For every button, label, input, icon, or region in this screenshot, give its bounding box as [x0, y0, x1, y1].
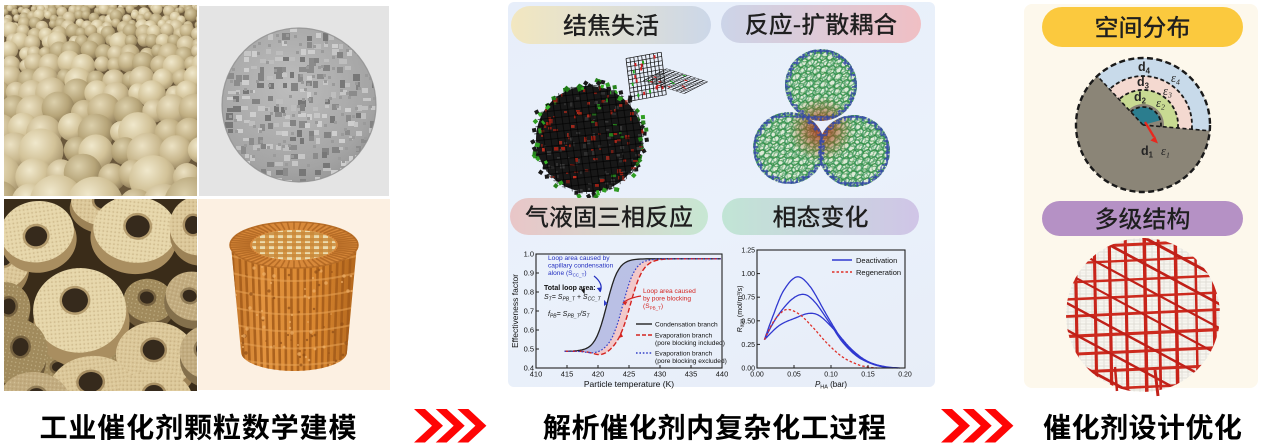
- svg-text:0.00: 0.00: [750, 372, 764, 379]
- svg-text:415: 415: [561, 370, 574, 379]
- svg-text:ST= SPB_T + SCC_T: ST= SPB_T + SCC_T: [544, 294, 602, 303]
- svg-text:Condensation branch: Condensation branch: [655, 322, 718, 329]
- svg-text:435: 435: [685, 370, 698, 379]
- svg-text:Regeneration: Regeneration: [856, 268, 901, 277]
- svg-text:0.25: 0.25: [741, 342, 755, 349]
- svg-text:ε4: ε4: [1171, 71, 1180, 87]
- svg-text:(pore blocking excluded): (pore blocking excluded): [655, 358, 727, 365]
- svg-text:1.25: 1.25: [741, 248, 755, 255]
- svg-text:fPB= SPB_T/ST: fPB= SPB_T/ST: [548, 311, 590, 320]
- svg-text:capillary condensation: capillary condensation: [548, 263, 614, 270]
- svg-text:by pore blocking: by pore blocking: [643, 296, 691, 303]
- svg-text:1.0: 1.0: [524, 250, 534, 259]
- svg-text:alone (SCC_T): alone (SCC_T): [548, 270, 587, 278]
- svg-text:ε3: ε3: [1163, 84, 1172, 100]
- svg-text:0.10: 0.10: [824, 372, 838, 379]
- svg-text:Effectiveness factor: Effectiveness factor: [510, 274, 520, 348]
- svg-text:Total loop area:: Total loop area:: [544, 285, 596, 292]
- svg-text:0.5: 0.5: [524, 345, 534, 354]
- svg-text:0.4: 0.4: [524, 364, 534, 373]
- svg-text:0.50: 0.50: [741, 318, 755, 325]
- svg-text:440: 440: [716, 370, 729, 379]
- svg-text:0.00: 0.00: [741, 366, 755, 373]
- svg-text:0.05: 0.05: [787, 372, 801, 379]
- svg-text:Loop area caused by: Loop area caused by: [548, 255, 610, 262]
- svg-text:Loop area caused: Loop area caused: [643, 288, 696, 295]
- svg-text:ε2: ε2: [1156, 96, 1165, 112]
- svg-text:0.7: 0.7: [524, 307, 534, 316]
- svg-text:0.6: 0.6: [524, 326, 534, 335]
- svg-text:Deactivation: Deactivation: [856, 256, 897, 265]
- svg-text:0.75: 0.75: [741, 295, 755, 302]
- svg-text:430: 430: [654, 370, 667, 379]
- svg-text:Evaporation branch: Evaporation branch: [655, 351, 713, 358]
- svg-text:PHA (bar): PHA (bar): [815, 380, 847, 391]
- svg-text:ε1: ε1: [1161, 144, 1170, 160]
- svg-text:(pore blocking included): (pore blocking included): [655, 340, 725, 347]
- svg-text:0.8: 0.8: [524, 288, 534, 297]
- svg-text:1.00: 1.00: [741, 271, 755, 278]
- svg-text:0.15: 0.15: [861, 372, 875, 379]
- svg-text:Particle temperature (K): Particle temperature (K): [584, 379, 674, 389]
- svg-text:420: 420: [592, 370, 605, 379]
- svg-text:0.20: 0.20: [898, 372, 912, 379]
- svg-text:(SPB_T): (SPB_T): [643, 303, 663, 311]
- svg-text:0.9: 0.9: [524, 269, 534, 278]
- svg-text:425: 425: [623, 370, 636, 379]
- svg-text:Rapp (mol/m³/s): Rapp (mol/m³/s): [737, 286, 746, 333]
- svg-text:410: 410: [530, 370, 543, 379]
- svg-text:Evaporation branch: Evaporation branch: [655, 333, 713, 340]
